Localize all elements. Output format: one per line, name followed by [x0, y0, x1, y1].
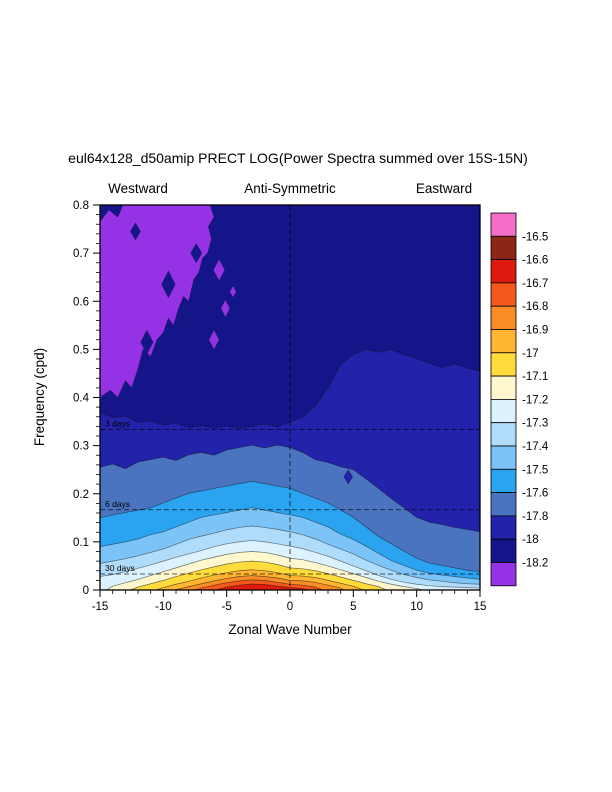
antisymmetric-label: Anti-Symmetric [244, 181, 336, 196]
navy-hole-in-purple [180, 313, 190, 333]
y-tick-label: 0.7 [73, 248, 89, 260]
colorbar-box [490, 562, 517, 587]
colorbar-box [490, 468, 517, 493]
colorbar-label: -17.5 [522, 464, 548, 476]
navy-hole-in-purple [140, 329, 154, 355]
x-axis-title: Zonal Wave Number [228, 622, 352, 637]
colorbar-box [490, 538, 517, 563]
purple-island [213, 258, 226, 282]
colorbar-label: -18.2 [522, 558, 548, 570]
navy-hole-in-purple [190, 243, 203, 264]
navy-hole-in-purple [161, 270, 176, 299]
colorbar-box [490, 375, 517, 400]
colorbar-label: -17.2 [522, 394, 548, 406]
colorbar-box [490, 422, 517, 447]
y-tick-label: 0.6 [73, 296, 89, 308]
x-tick-label: 15 [474, 601, 487, 613]
axis-ticks: -15 -10 -5 0 5 10 15 0 0.1 0.2 0.3 0.4 0.5 0.6 0.7 0.8 [73, 200, 486, 613]
y-tick-label: 0 [83, 585, 89, 597]
y-axis-title: Frequency (cpd) [32, 348, 47, 446]
colorbar-label: -16.7 [522, 278, 548, 290]
y-tick-label: 0.8 [73, 200, 89, 212]
colorbar-box [490, 445, 517, 470]
contour-line [100, 507, 480, 580]
x-tick-label: 10 [410, 601, 423, 613]
purple-island [220, 299, 231, 318]
colorbar-label: -17.4 [522, 441, 549, 453]
x-tick-label: 5 [350, 601, 356, 613]
x-tick-label: 0 [287, 601, 293, 613]
contour-line [100, 525, 480, 585]
contour-line [100, 540, 480, 589]
x-tick-label: -15 [92, 601, 109, 613]
purple-island [229, 285, 237, 298]
colorbar-label: -17.1 [522, 371, 548, 383]
purple-island [208, 329, 220, 350]
contour-line [215, 583, 308, 590]
colorbar-label: -16.9 [522, 325, 548, 337]
colorbar-box [490, 515, 517, 540]
reference-lines: 3 days 6 days 30 days [100, 205, 480, 590]
navy-hole-in-purple [130, 222, 141, 241]
colorbar-box [490, 398, 517, 424]
colorbar-box [490, 282, 517, 307]
colorbar-label: -17 [522, 348, 539, 360]
colorbar-box [490, 259, 517, 284]
y-tick-label: 0.2 [73, 489, 89, 501]
westward-label: Westward [108, 181, 168, 196]
colorbar-label: -18 [522, 534, 539, 546]
day-reference-label: 30 days [105, 563, 135, 573]
colorbar-box [490, 235, 517, 261]
day-reference-label: 3 days [105, 419, 130, 429]
y-tick-label: 0.4 [73, 393, 90, 405]
colorbar-label: -16.6 [522, 255, 548, 267]
contour-line [193, 579, 324, 590]
colorbar-label: -17.3 [522, 418, 548, 430]
y-tick-label: 0.1 [73, 537, 89, 549]
colorbar-label: -17.8 [522, 511, 548, 523]
y-tick-label: 0.3 [73, 441, 89, 453]
y-tick-label: 0.5 [73, 344, 89, 356]
colorbar-box [490, 212, 517, 237]
day-reference-label: 6 days [105, 499, 130, 509]
eastward-label: Eastward [416, 181, 472, 196]
colorbar-label: -16.5 [522, 231, 548, 243]
colorbar-box [490, 492, 517, 517]
navy-island [343, 469, 353, 485]
x-tick-label: -5 [222, 601, 232, 613]
colorbar: -16.5 -16.6 -16.7 -16.8 -16.9 -17 -17.1 -17.2 -1… [490, 212, 549, 587]
contour-line [106, 551, 424, 590]
purple-minimum-region [100, 205, 215, 399]
x-tick-label: -10 [155, 601, 172, 613]
colorbar-box [490, 305, 517, 330]
contour-line [174, 575, 345, 590]
colorbar-box [490, 329, 517, 354]
chart-title: eul64x128_d50amip PRECT LOG(Power Spectr… [68, 150, 528, 166]
contour-line [155, 569, 364, 590]
colorbar-box [490, 352, 517, 377]
colorbar-label: -16.8 [522, 301, 548, 313]
contour-line [130, 560, 387, 590]
colorbar-label: -17.6 [522, 488, 548, 500]
